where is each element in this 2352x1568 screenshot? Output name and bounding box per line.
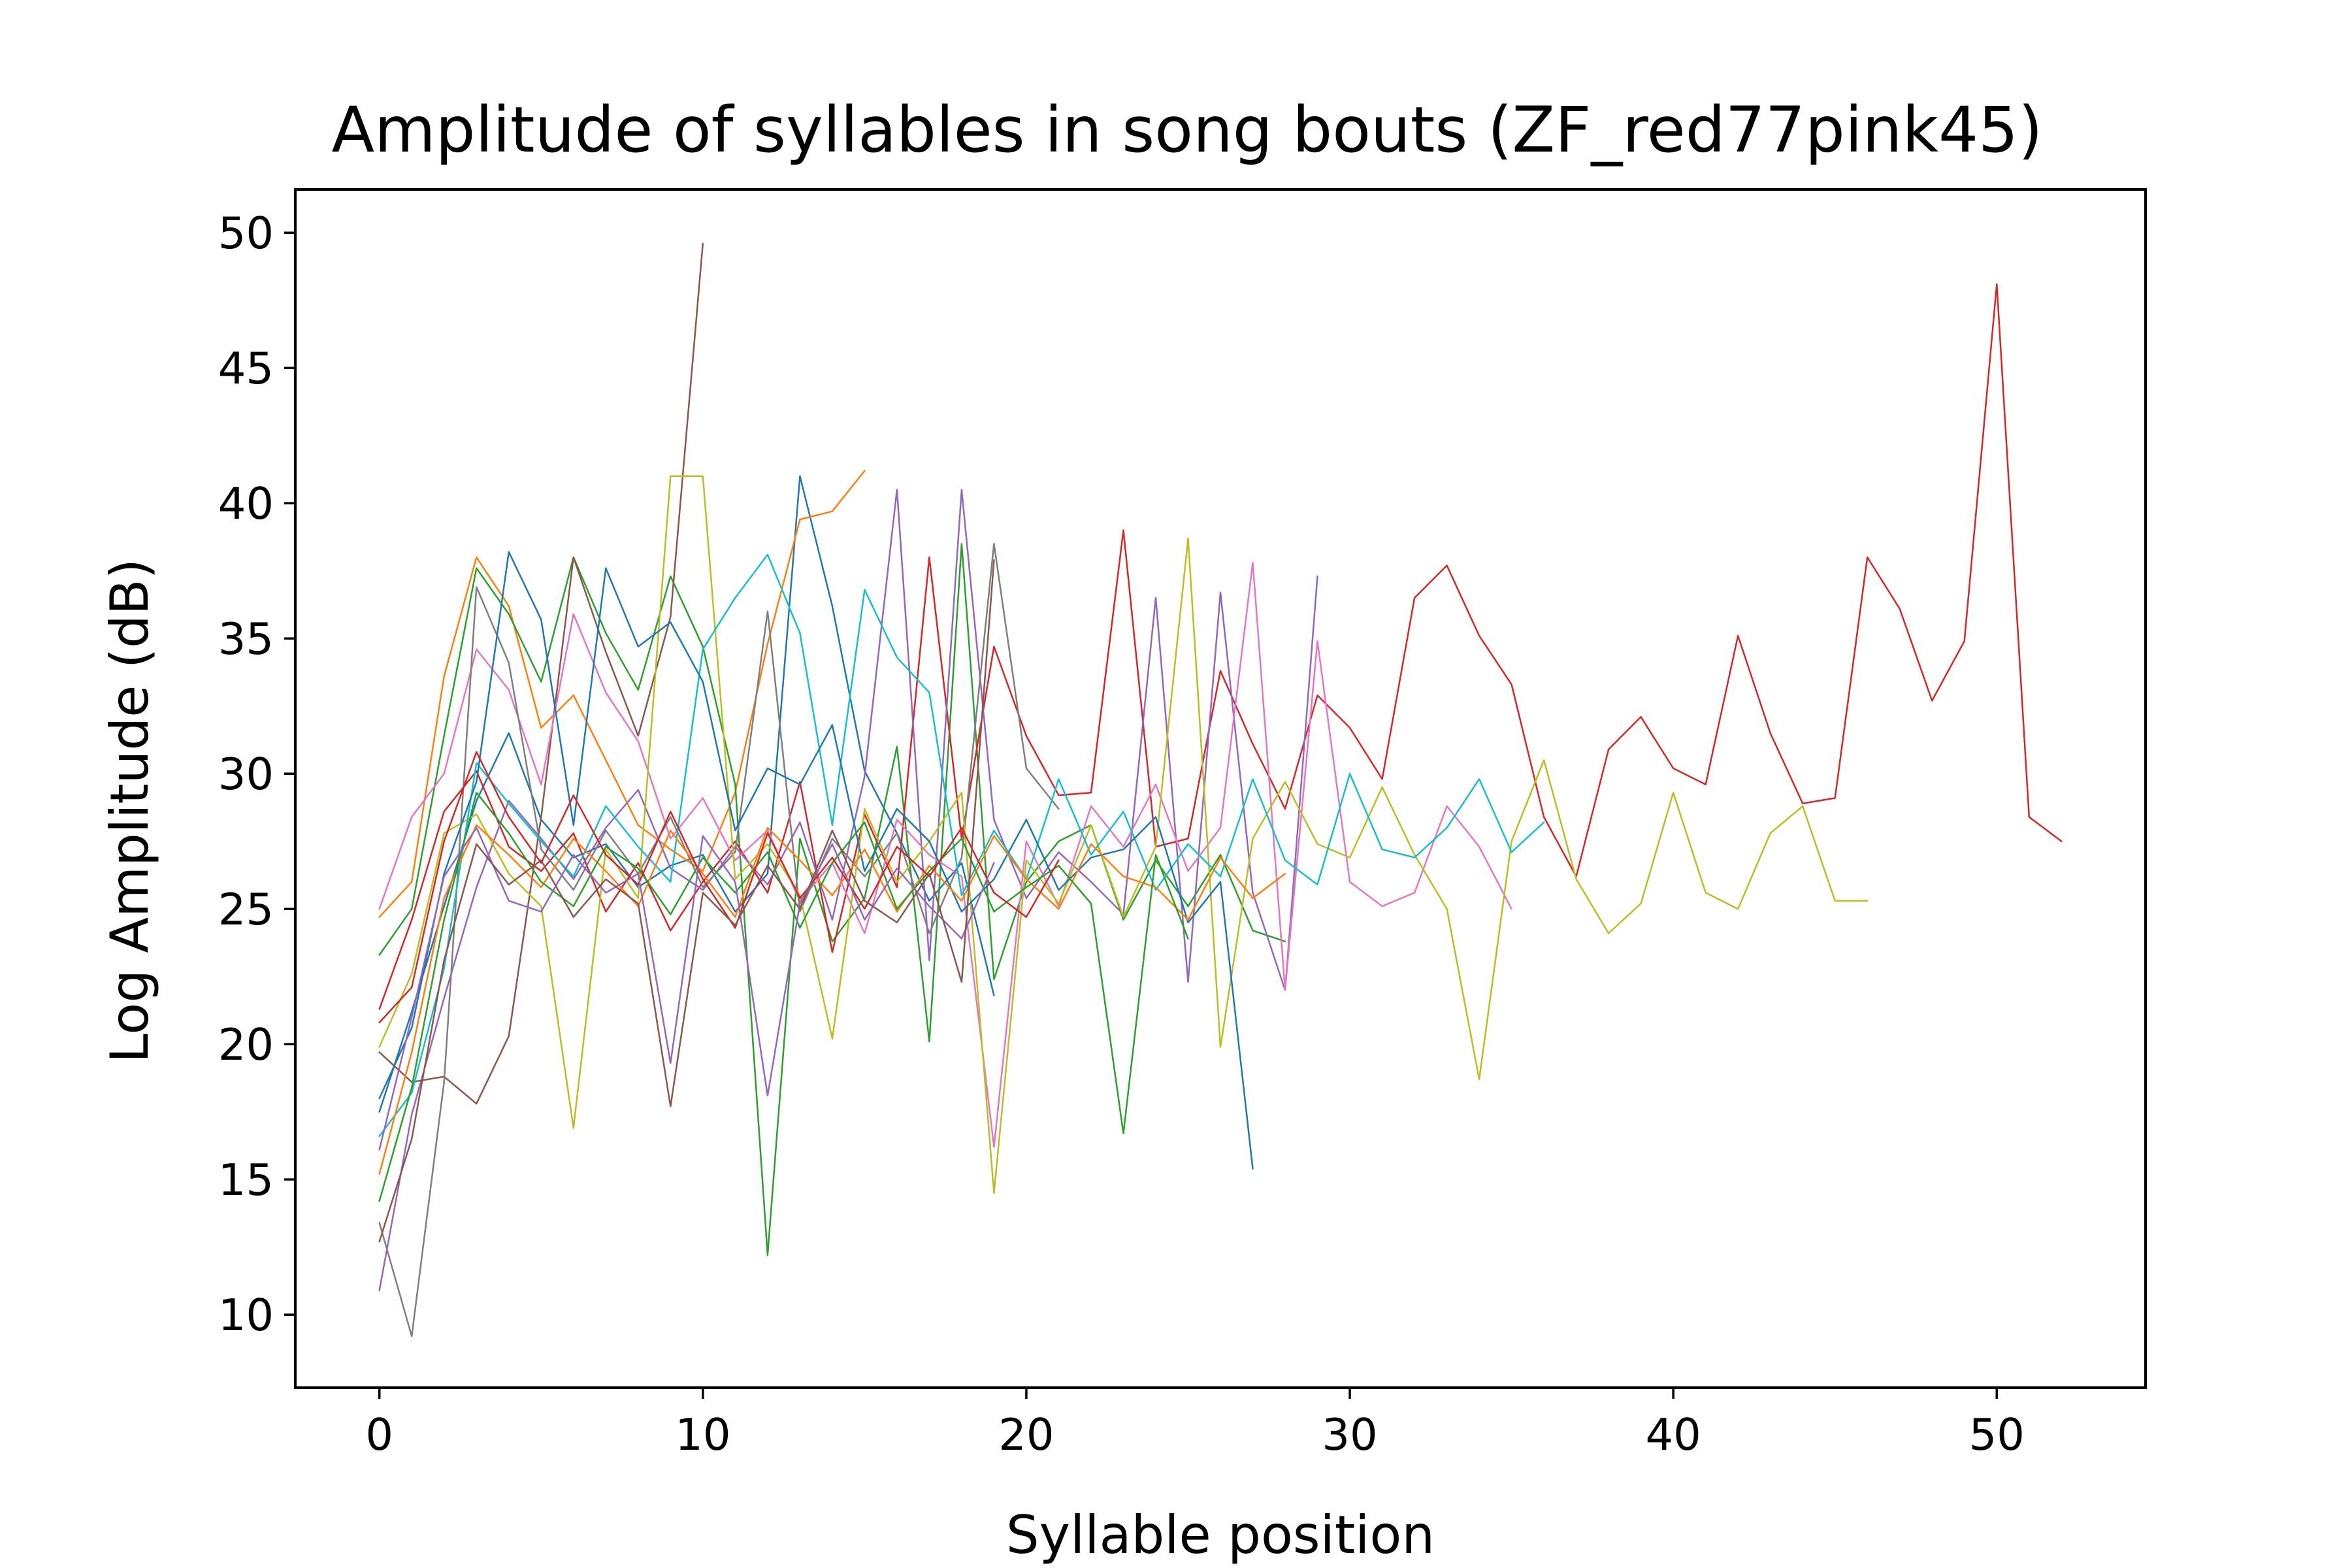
y-axis-label: Log Amplitude (dB): [99, 559, 160, 1063]
y-tick-label: 10: [218, 1290, 274, 1341]
series-line-9: [378, 475, 1869, 1194]
series-line-15: [378, 826, 995, 1151]
y-tick-label: 15: [218, 1154, 274, 1205]
x-tick-label: 40: [1646, 1409, 1701, 1460]
y-tick-label: 35: [218, 613, 274, 664]
series-line-11: [378, 551, 1254, 1169]
y-tick-label: 45: [218, 343, 274, 394]
series-line-12: [378, 824, 1286, 1175]
y-tick-label: 30: [218, 749, 274, 800]
y-tick-label: 20: [218, 1019, 274, 1070]
series-line-14: [378, 751, 1060, 1024]
x-tick-label: 30: [1322, 1409, 1377, 1460]
y-tick-label: 40: [218, 478, 274, 529]
x-tick-label: 50: [1969, 1409, 2025, 1460]
series-line-5: [378, 489, 1318, 1292]
series-line-2: [378, 470, 866, 918]
series-layer: [378, 242, 2063, 1337]
plot-area-frame: [294, 188, 2147, 1389]
x-tick-label: 20: [998, 1409, 1054, 1460]
series-line-6: [378, 242, 704, 1105]
x-tick-label: 0: [365, 1409, 393, 1460]
x-axis-label: Syllable position: [1006, 1505, 1435, 1565]
y-tick-label: 50: [218, 208, 274, 259]
series-line-7: [378, 562, 1512, 1148]
series-line-8: [378, 543, 1060, 1337]
series-line-16: [378, 559, 995, 1243]
y-tick-label: 25: [218, 884, 274, 935]
tick-layer: 0 10 20 30 40 50 10 15 20 25 30 35 40 45 50: [218, 208, 2025, 1460]
chart-title: Amplitude of syllables in song bouts (ZF…: [331, 93, 2042, 167]
series-line-10: [378, 553, 1545, 1137]
series-line-4: [378, 283, 2063, 1010]
series-line-3: [378, 543, 1286, 1256]
x-tick-label: 10: [675, 1409, 730, 1460]
